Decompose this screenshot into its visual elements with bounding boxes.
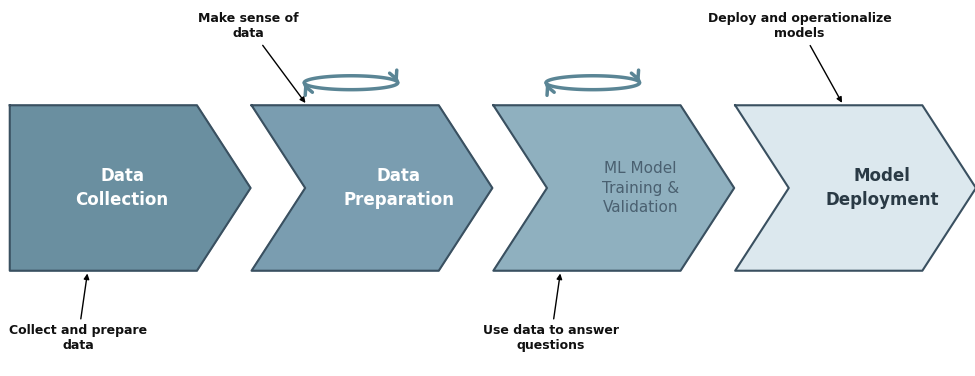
Text: Use data to answer
questions: Use data to answer questions: [483, 275, 619, 352]
Polygon shape: [10, 105, 251, 271]
Polygon shape: [735, 105, 975, 271]
Text: Deploy and operationalize
models: Deploy and operationalize models: [708, 12, 891, 102]
Polygon shape: [493, 105, 734, 271]
Text: Data
Collection: Data Collection: [75, 167, 169, 209]
Polygon shape: [486, 102, 734, 274]
Text: Make sense of
data: Make sense of data: [198, 12, 304, 102]
Text: Model
Deployment: Model Deployment: [826, 167, 939, 209]
Text: Data
Preparation: Data Preparation: [343, 167, 454, 209]
Polygon shape: [252, 105, 492, 271]
Text: Collect and prepare
data: Collect and prepare data: [9, 275, 147, 352]
Text: ML Model
Training &
Validation: ML Model Training & Validation: [602, 161, 680, 215]
Polygon shape: [244, 102, 492, 274]
Polygon shape: [727, 102, 975, 274]
